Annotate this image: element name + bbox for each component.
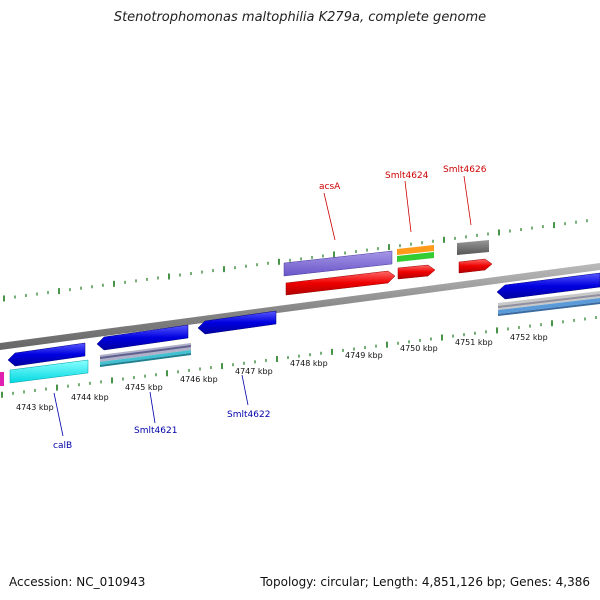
leader-smlt4626: [463, 175, 472, 226]
gene-acsA-purple[interactable]: [283, 250, 393, 277]
gene-smlt4621-cyan: [100, 350, 191, 365]
gene-smlt4626-gray[interactable]: [457, 240, 489, 255]
tick-label-4747: 4747 kbp: [235, 367, 273, 376]
gene-smlt4621-teal: [100, 353, 191, 367]
forward-genes: [283, 240, 493, 296]
gene-smlt4626[interactable]: [458, 258, 493, 274]
label-smlt4626[interactable]: Smlt4626: [443, 165, 487, 175]
gene-smlt4621-blue[interactable]: [96, 324, 189, 351]
label-smlt4624[interactable]: Smlt4624: [385, 171, 429, 181]
gene-edge-magenta[interactable]: [0, 372, 4, 386]
lower-tick-row: [1, 316, 597, 398]
leader-calB: [53, 392, 64, 437]
genome-summary-text: Topology: circular; Length: 4,851,126 bp…: [260, 575, 590, 589]
label-smlt4621[interactable]: Smlt4621: [134, 426, 177, 436]
gene-smlt4621-stripe: [100, 345, 191, 359]
gene-calB[interactable]: [9, 359, 89, 384]
tick-label-4744: 4744 kbp: [71, 393, 109, 402]
forward-gene-labels: acsA Smlt4624 Smlt4626: [319, 165, 487, 241]
tick-label-4743: 4743 kbp: [16, 403, 54, 412]
tick-labels: 4743 kbp 4744 kbp 4745 kbp 4746 kbp 4747…: [16, 333, 548, 412]
gene-right-stripe: [498, 294, 600, 308]
accession-text: Accession: NC_010943: [9, 575, 146, 589]
label-smlt4622[interactable]: Smlt4622: [227, 410, 270, 420]
gene-calB-blue[interactable]: [7, 342, 86, 367]
tick-label-4745: 4745 kbp: [125, 383, 163, 392]
gene-smlt4624[interactable]: [397, 264, 436, 280]
tick-label-4748: 4748 kbp: [290, 359, 328, 368]
reverse-gene-labels: calB Smlt4621 Smlt4622: [53, 374, 270, 451]
gene-right-darkblue: [498, 302, 600, 316]
tick-label-4751: 4751 kbp: [455, 338, 493, 347]
tick-label-4750: 4750 kbp: [400, 344, 438, 353]
gene-right-blue[interactable]: [496, 272, 600, 300]
gene-smlt4624-green[interactable]: [397, 252, 434, 262]
tick-label-4746: 4746 kbp: [180, 375, 218, 384]
reverse-genes: [0, 272, 600, 386]
gene-smlt4622[interactable]: [197, 310, 277, 335]
leader-smlt4622: [241, 374, 249, 406]
leader-smlt4624: [404, 180, 412, 233]
gene-acsA[interactable]: [285, 270, 396, 296]
upper-tick-row: [3, 219, 588, 302]
gene-smlt4624-orange[interactable]: [397, 245, 434, 255]
map-title: Stenotrophomonas maltophilia K279a, comp…: [113, 10, 487, 25]
leader-acsA: [323, 192, 336, 241]
label-acsA[interactable]: acsA: [319, 182, 341, 192]
tick-label-4749: 4749 kbp: [345, 351, 383, 360]
genome-backbone: [0, 263, 600, 350]
gene-right-lightblue: [498, 298, 600, 314]
label-calB[interactable]: calB: [53, 441, 72, 451]
tick-label-4752: 4752 kbp: [510, 333, 548, 342]
leader-smlt4621: [149, 391, 156, 424]
